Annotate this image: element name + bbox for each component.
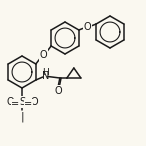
- Text: O: O: [55, 86, 62, 96]
- Text: =: =: [11, 100, 20, 110]
- Text: O: O: [84, 22, 91, 32]
- Text: O: O: [30, 97, 38, 107]
- Text: H: H: [42, 68, 49, 77]
- Text: =: =: [24, 100, 33, 110]
- Text: S: S: [19, 97, 25, 107]
- Text: N: N: [42, 71, 49, 81]
- Text: |: |: [20, 112, 24, 122]
- Text: O: O: [40, 50, 47, 60]
- Text: O: O: [6, 97, 14, 107]
